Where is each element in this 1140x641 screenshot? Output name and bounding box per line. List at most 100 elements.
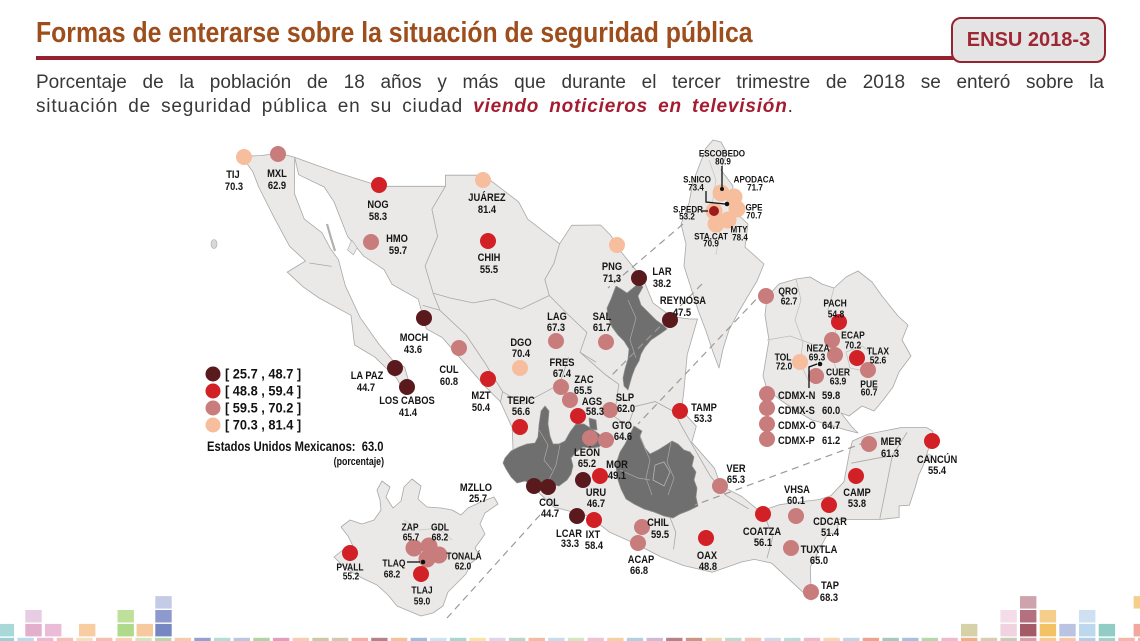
svg-text:65.3: 65.3 — [727, 474, 745, 486]
svg-text:53.8: 53.8 — [848, 498, 866, 510]
svg-text:60.0: 60.0 — [822, 405, 840, 417]
svg-text:GDL: GDL — [431, 522, 449, 533]
svg-text:65.2: 65.2 — [578, 458, 596, 470]
svg-text:53.2: 53.2 — [679, 211, 695, 222]
svg-text:62.0: 62.0 — [455, 561, 472, 572]
svg-text:CUER: CUER — [826, 367, 850, 378]
svg-text:62.0: 62.0 — [617, 403, 635, 415]
svg-text:PACH: PACH — [823, 298, 847, 309]
svg-text:44.7: 44.7 — [357, 382, 375, 394]
svg-text:CDCAR: CDCAR — [813, 516, 847, 528]
svg-text:TLAX: TLAX — [867, 346, 890, 357]
svg-text:72.0: 72.0 — [776, 361, 793, 372]
svg-text:(porcentaje): (porcentaje) — [334, 456, 384, 468]
svg-text:69.3: 69.3 — [809, 352, 826, 363]
svg-text:78.4: 78.4 — [732, 232, 748, 243]
svg-text:TEPIC: TEPIC — [507, 395, 535, 407]
svg-text:59.7: 59.7 — [389, 245, 407, 257]
svg-text:GPE: GPE — [746, 202, 763, 213]
svg-text:JUÁREZ: JUÁREZ — [468, 190, 505, 204]
svg-text:TAMP: TAMP — [691, 402, 717, 414]
svg-text:MXL: MXL — [267, 168, 287, 180]
svg-text:TLAJ: TLAJ — [411, 585, 432, 596]
svg-text:LOS CABOS: LOS CABOS — [379, 395, 435, 407]
svg-text:DGO: DGO — [510, 337, 531, 349]
svg-text:TOL: TOL — [775, 352, 792, 363]
svg-text:67.4: 67.4 — [553, 368, 571, 380]
svg-text:[ 70.3 , 81.4 ]: [ 70.3 , 81.4 ] — [225, 417, 301, 432]
svg-text:TAP: TAP — [821, 580, 839, 592]
svg-text:MZT: MZT — [471, 390, 491, 402]
svg-text:52.6: 52.6 — [870, 355, 887, 366]
svg-text:PVALL: PVALL — [336, 562, 363, 573]
svg-text:CDMX-P: CDMX-P — [778, 435, 815, 447]
svg-text:67.3: 67.3 — [547, 322, 565, 334]
svg-text:59.8: 59.8 — [822, 390, 840, 402]
svg-text:LCAR: LCAR — [556, 528, 583, 540]
svg-text:SLP: SLP — [616, 392, 634, 404]
svg-text:68.2: 68.2 — [432, 532, 449, 543]
svg-text:58.3: 58.3 — [369, 211, 387, 223]
svg-text:CDMX-S: CDMX-S — [778, 405, 815, 417]
svg-text:LA PAZ: LA PAZ — [351, 370, 384, 382]
svg-text:TUXTLA: TUXTLA — [801, 544, 838, 556]
svg-text:55.4: 55.4 — [928, 465, 946, 477]
svg-text:MTY: MTY — [730, 224, 747, 235]
svg-text:70.7: 70.7 — [746, 210, 762, 221]
svg-text:25.7: 25.7 — [469, 493, 487, 505]
svg-text:60.7: 60.7 — [861, 387, 878, 398]
svg-text:46.7: 46.7 — [587, 498, 605, 510]
svg-text:59.5: 59.5 — [651, 529, 669, 541]
svg-text:ACAP: ACAP — [628, 554, 655, 566]
svg-text:70.4: 70.4 — [512, 348, 530, 360]
svg-text:PNG: PNG — [602, 261, 622, 273]
svg-text:51.4: 51.4 — [821, 527, 839, 539]
svg-text:71.3: 71.3 — [603, 273, 621, 285]
svg-text:NOG: NOG — [367, 199, 388, 211]
svg-text:62.7: 62.7 — [781, 296, 798, 307]
svg-text:HMO: HMO — [386, 233, 408, 245]
svg-text:65.0: 65.0 — [810, 555, 828, 567]
svg-text:MOCH: MOCH — [400, 332, 429, 344]
svg-text:CHIH: CHIH — [478, 252, 501, 264]
svg-text:65.5: 65.5 — [574, 385, 592, 397]
svg-text:CDMX-O: CDMX-O — [778, 420, 816, 432]
svg-text:64.7: 64.7 — [822, 420, 840, 432]
svg-text:OAX: OAX — [697, 550, 717, 562]
svg-text:COL: COL — [539, 497, 559, 509]
svg-text:62.9: 62.9 — [268, 180, 286, 192]
svg-text:TLAQ: TLAQ — [382, 558, 405, 569]
svg-text:44.7: 44.7 — [541, 508, 559, 520]
svg-text:QRO: QRO — [778, 286, 797, 297]
svg-text:CDMX-N: CDMX-N — [778, 390, 815, 402]
svg-text:68.2: 68.2 — [384, 569, 401, 580]
svg-text:54.8: 54.8 — [828, 309, 845, 320]
svg-text:CUL: CUL — [439, 364, 458, 376]
svg-text:55.2: 55.2 — [343, 571, 360, 582]
svg-text:49.1: 49.1 — [608, 470, 626, 482]
svg-text:CANCÚN: CANCÚN — [917, 452, 957, 466]
svg-text:66.8: 66.8 — [630, 565, 648, 577]
svg-text:MER: MER — [881, 436, 902, 448]
svg-text:59.0: 59.0 — [414, 596, 431, 607]
svg-text:APODACA: APODACA — [734, 174, 775, 185]
svg-text:LAR: LAR — [652, 266, 672, 278]
svg-text:[ 59.5 , 70.2 ]: [ 59.5 , 70.2 ] — [225, 400, 301, 415]
svg-text:REYNOSA: REYNOSA — [660, 295, 707, 307]
svg-text:LEÓN: LEÓN — [574, 445, 600, 459]
svg-text:61.7: 61.7 — [593, 322, 611, 334]
svg-text:63.9: 63.9 — [830, 376, 847, 387]
svg-text:TONALÁ: TONALÁ — [446, 551, 481, 562]
svg-text:58.3: 58.3 — [586, 406, 604, 418]
svg-text:SAL: SAL — [593, 311, 612, 323]
svg-text:58.4: 58.4 — [585, 540, 603, 552]
svg-text:55.5: 55.5 — [480, 264, 498, 276]
svg-text:CHIL: CHIL — [647, 517, 669, 529]
svg-text:TIJ: TIJ — [226, 169, 239, 181]
svg-text:[ 48.8 , 59.4 ]: [ 48.8 , 59.4 ] — [225, 383, 301, 398]
svg-text:65.7: 65.7 — [403, 532, 420, 543]
svg-text:50.4: 50.4 — [472, 402, 490, 414]
svg-text:80.9: 80.9 — [715, 156, 731, 167]
svg-text:43.6: 43.6 — [404, 344, 422, 356]
svg-text:FRES: FRES — [550, 357, 575, 369]
